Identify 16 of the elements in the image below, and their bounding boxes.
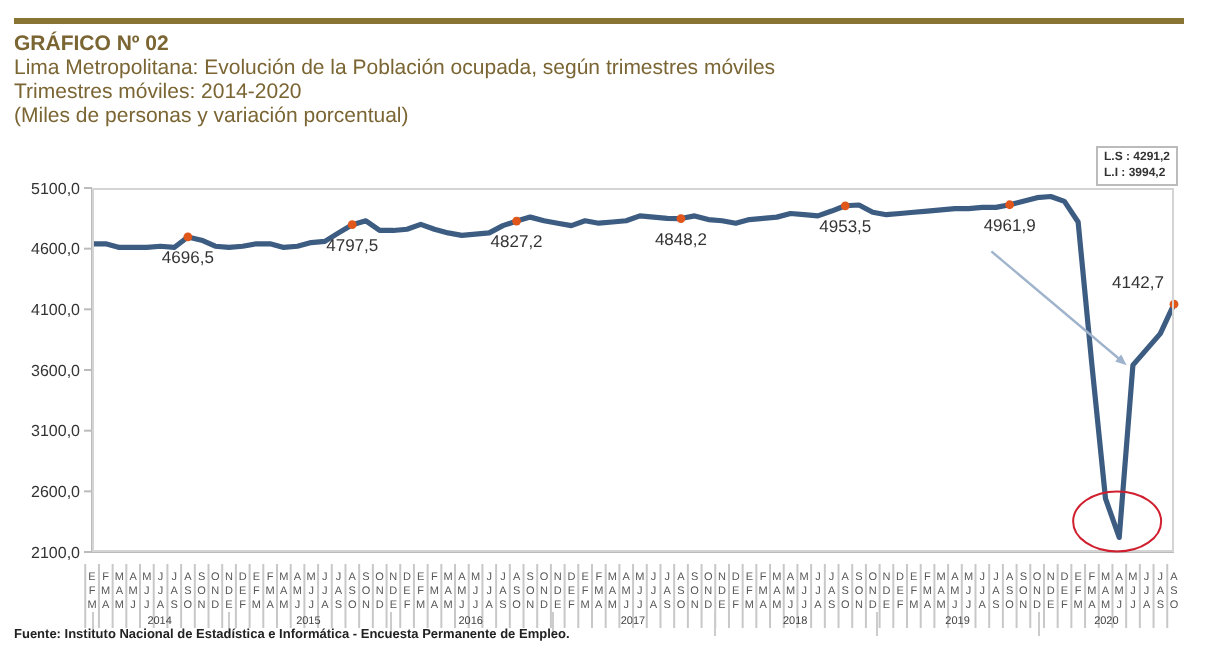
y-tick-label: 3100,0 bbox=[31, 422, 82, 441]
chart-title: GRÁFICO Nº 02 bbox=[14, 32, 171, 56]
y-tick-label: 3600,0 bbox=[31, 361, 82, 380]
y-tick-label: 2600,0 bbox=[31, 483, 82, 502]
data-label: 4142,7 bbox=[1112, 272, 1165, 293]
data-label: 4953,5 bbox=[819, 215, 872, 236]
data-label: 4961,9 bbox=[983, 214, 1037, 235]
data-label: 4827,2 bbox=[490, 231, 544, 252]
chart-subtitle: Lima Metropolitana: Evolución de la Población ocupada, según trimestres móviles Trimestres móviles: 2014-2020 (Miles de personas y variación porcentual) bbox=[14, 56, 776, 128]
y-tick-label: 4600,0 bbox=[31, 240, 82, 259]
y-tick-label: 5100,0 bbox=[31, 179, 82, 198]
y-tick-label: 2100,0 bbox=[31, 543, 82, 562]
data-label: 4797,5 bbox=[326, 234, 379, 255]
data-label: 4848,2 bbox=[654, 228, 708, 249]
data-label: 4696,5 bbox=[161, 246, 215, 267]
y-tick-label: 4100,0 bbox=[31, 301, 82, 320]
